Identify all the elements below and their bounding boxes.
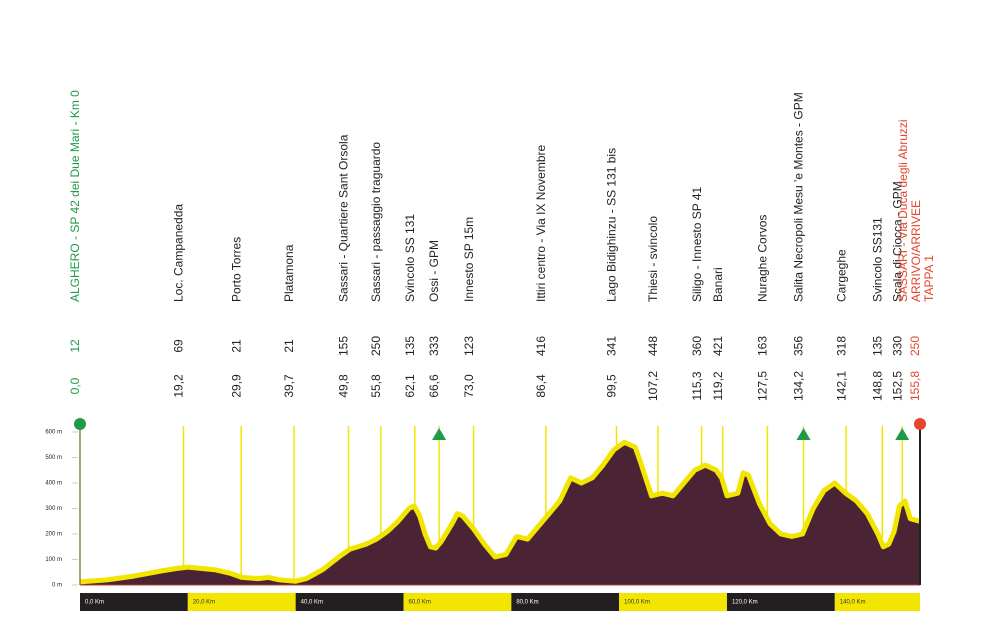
waypoint-name: Svincolo SS131 <box>870 217 884 302</box>
waypoint-km: 62,1 <box>403 374 417 398</box>
y-tick-label: 300 m <box>45 506 62 512</box>
waypoint-name: Porto Torres <box>229 237 243 302</box>
waypoint-name: TAPPA 1 <box>922 255 936 302</box>
waypoint-name: Cargeghe <box>834 249 848 302</box>
x-tick-label: 140,0 Km <box>840 600 866 606</box>
waypoint-km: 152,5 <box>890 371 904 401</box>
y-tick-label: 0 m <box>52 583 62 589</box>
waypoint-km: 29,9 <box>229 374 243 398</box>
y-tick-label: 600 m <box>45 430 62 436</box>
waypoint-altitude: 135 <box>870 336 884 356</box>
start-marker <box>74 418 86 430</box>
km-segment <box>295 593 404 611</box>
x-tick-label: 20,0 Km <box>193 600 215 606</box>
waypoint-altitude: 123 <box>462 336 476 356</box>
y-tick-label: 200 m <box>45 532 62 538</box>
km-segment <box>834 593 920 611</box>
waypoint-name: Ittiri centro - Via IX Novembre <box>534 145 548 302</box>
x-tick-label: 40,0 Km <box>301 600 323 606</box>
x-tick-label: 120,0 Km <box>732 600 758 606</box>
finish-marker <box>914 418 926 430</box>
waypoint-altitude: 12 <box>68 339 82 353</box>
waypoint-km: 127,5 <box>756 371 770 401</box>
waypoint-name: Scala di Ciocca - GPM <box>890 181 904 302</box>
waypoint-name: Loc. Campanedda <box>172 204 186 302</box>
waypoint-name: SASSARI - Via Duca degli Abruzzi <box>896 119 910 302</box>
waypoint-name: Sassari - passaggio traguardo <box>369 142 383 302</box>
waypoint-km: 73,0 <box>462 374 476 398</box>
km-segment <box>403 593 512 611</box>
gpm-marker <box>796 428 811 440</box>
waypoint-altitude: 333 <box>427 336 441 356</box>
waypoint-name: Nuraghe Corvos <box>756 215 770 302</box>
waypoint-altitude: 69 <box>172 339 186 353</box>
waypoint-altitude: 250 <box>908 336 922 356</box>
waypoint-km: 119,2 <box>711 371 725 400</box>
profile-area <box>80 442 920 585</box>
profile-line <box>79 439 921 585</box>
waypoint-altitude: 416 <box>534 336 548 356</box>
waypoint-altitude: 421 <box>711 336 725 356</box>
km-segment <box>511 593 620 611</box>
y-tick-label: 400 m <box>45 481 62 487</box>
waypoint-km: 155,8 <box>908 371 922 401</box>
waypoint-altitude: 448 <box>646 336 660 356</box>
waypoint-km: 86,4 <box>534 374 548 398</box>
waypoint-name: Banari <box>711 267 725 302</box>
waypoint-name: Svincolo SS 131 <box>403 214 417 302</box>
waypoint-km: 55,8 <box>369 374 383 398</box>
waypoint-altitude: 356 <box>792 336 806 356</box>
y-tick-label: 100 m <box>45 557 62 563</box>
waypoint-name: Ossi - GPM <box>427 240 441 302</box>
waypoint-km: 19,2 <box>172 374 186 398</box>
waypoint-altitude: 360 <box>690 336 704 356</box>
waypoint-altitude: 155 <box>337 336 351 356</box>
waypoint-altitude: 163 <box>756 336 770 356</box>
waypoint-altitude: 250 <box>369 336 383 356</box>
km-segment <box>619 593 727 611</box>
waypoint-km: 115,3 <box>690 371 704 400</box>
x-tick-label: 0,0 Km <box>85 600 104 606</box>
waypoint-altitude: 341 <box>605 336 619 356</box>
waypoint-km: 99,5 <box>605 374 619 398</box>
waypoint-name: Siligo - Innesto SP 41 <box>690 186 704 302</box>
km-segment <box>726 593 835 611</box>
waypoint-name: Innesto SP 15m <box>462 217 476 302</box>
waypoint-name: Sassari - Quartiere Sant Orsola <box>337 134 351 302</box>
x-tick-label: 100,0 Km <box>624 600 650 606</box>
km-segment <box>80 593 188 611</box>
waypoint-name: ALGHERO - SP 42 dei Due Mari - Km 0 <box>68 90 82 302</box>
waypoint-name: Platamona <box>282 244 296 302</box>
waypoint-altitude: 21 <box>229 339 243 353</box>
gpm-marker <box>432 428 447 440</box>
waypoint-name: Thiesi - svincolo <box>646 216 660 302</box>
waypoint-altitude: 330 <box>890 336 904 356</box>
gpm-marker <box>895 428 910 440</box>
waypoint-km: 66,6 <box>427 374 441 398</box>
x-tick-label: 80,0 Km <box>516 600 538 606</box>
waypoint-km: 148,8 <box>870 371 884 401</box>
waypoint-km: 39,7 <box>282 374 296 398</box>
waypoint-altitude: 135 <box>403 336 417 356</box>
waypoint-km: 107,2 <box>646 371 660 401</box>
waypoint-name: ARRIVO/ARRIVEE <box>909 200 923 302</box>
waypoint-altitude: 318 <box>834 336 848 356</box>
waypoint-name: Lago Bidighinzu - SS 131 bis <box>605 148 619 302</box>
waypoint-altitude: 21 <box>282 339 296 353</box>
waypoint-km: 0,0 <box>68 377 82 394</box>
waypoint-km: 142,1 <box>834 371 848 401</box>
waypoint-km: 49,8 <box>337 374 351 398</box>
waypoint-name: Salita Necropoli Mesu 'e Montes - GPM <box>792 92 806 302</box>
y-tick-label: 500 m <box>45 455 62 461</box>
x-tick-label: 60,0 Km <box>408 600 430 606</box>
waypoint-km: 134,2 <box>792 371 806 401</box>
km-segment <box>187 593 296 611</box>
